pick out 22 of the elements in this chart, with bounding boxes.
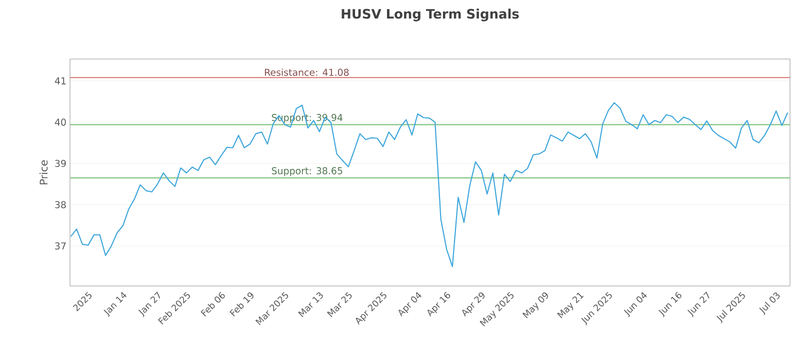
x-tick-label: Mar 25 — [327, 292, 352, 318]
y-tick-label: 38 — [55, 201, 66, 208]
x-tick-label: Jun 27 — [687, 292, 710, 318]
x-tick-label: Jan 27 — [138, 292, 160, 318]
x-tick-label: Feb 06 — [200, 292, 225, 316]
x-tick-label: Apr 04 — [398, 292, 422, 317]
y-axis-title: Price — [40, 160, 48, 184]
x-tick-label: Jan 14 — [104, 292, 126, 318]
y-tick-label: 39 — [55, 160, 66, 168]
ref-line-label: Resistance: 41.08 — [264, 68, 349, 76]
x-tick-label: Jun 04 — [624, 292, 647, 318]
x-tick-label: Apr 29 — [462, 292, 484, 317]
y-tick-label: 37 — [55, 242, 66, 250]
x-tick-label: Apr 16 — [427, 292, 450, 317]
x-tick-label: Mar 13 — [298, 292, 323, 318]
x-tick-label: Jun 16 — [658, 292, 682, 318]
x-tick-label: Feb 19 — [230, 292, 254, 316]
chart-title: HUSV Long Term Signals — [342, 8, 519, 22]
y-tick-label: 40 — [54, 118, 66, 126]
y-tick-label: 41 — [54, 77, 66, 84]
x-tick-label: Jul 03 — [759, 292, 780, 316]
ref-line-label: Support: 38.65 — [272, 167, 342, 176]
